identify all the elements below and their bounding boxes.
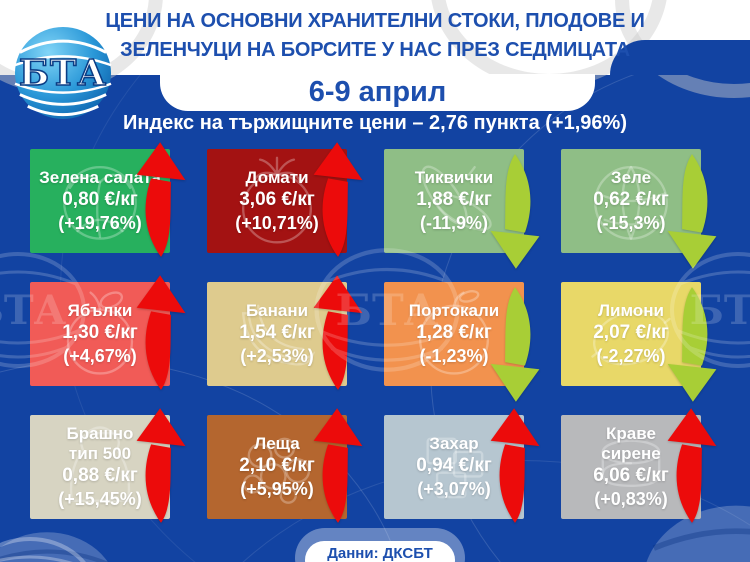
product-name: Зелена салата (39, 168, 161, 187)
card-sugar: Захар 0,94 €/кг (+3,07%) (384, 415, 524, 519)
card-apples: Ябълки 1,30 €/кг (+4,67%) (30, 282, 170, 386)
product-price: 1,88 €/кг (416, 189, 492, 210)
bta-watermark-bottom-left (0, 535, 100, 562)
product-price: 1,54 €/кг (239, 322, 315, 343)
product-name: Портокали (408, 301, 500, 320)
product-name: Брашно тип 500 (66, 424, 134, 463)
down-arrow-icon (487, 277, 543, 411)
up-arrow-icon (310, 402, 366, 530)
product-price: 0,94 €/кг (416, 455, 492, 476)
product-price: 2,07 €/кг (593, 322, 669, 343)
product-name: Краве сирене (601, 424, 661, 463)
up-arrow-icon (310, 136, 366, 264)
product-name: Леща (254, 434, 300, 453)
product-change: (-15,3%) (596, 213, 666, 233)
product-name: Захар (429, 434, 479, 453)
up-arrow-icon (133, 402, 189, 530)
logo-text: БТА (19, 53, 107, 94)
product-change: (+19,76%) (58, 213, 142, 233)
price-cards-grid: Зелена салата 0,80 €/кг (+19,76%) Домати… (30, 149, 701, 519)
card-flour: Брашно тип 500 0,88 €/кг (+15,45%) (30, 415, 170, 519)
product-change: (-11,9%) (419, 213, 489, 233)
product-name: Банани (245, 301, 309, 320)
product-change: (+4,67%) (63, 346, 137, 366)
bta-logo: БТА (12, 24, 114, 122)
up-arrow-icon (487, 402, 543, 530)
product-change: (-1,23%) (419, 346, 489, 366)
product-price: 6,06 €/кг (593, 465, 669, 486)
product-name: Зеле (610, 168, 652, 187)
down-arrow-icon (487, 144, 543, 278)
down-arrow-icon (664, 144, 720, 278)
card-tomatoes: Домати 3,06 €/кг (+10,71%) (207, 149, 347, 253)
card-cabbage: Зеле 0,62 €/кг (-15,3%) (561, 149, 701, 253)
product-price: 3,06 €/кг (239, 189, 315, 210)
card-lentils: Леща 2,10 €/кг (+5,95%) (207, 415, 347, 519)
product-price: 1,30 €/кг (62, 322, 138, 343)
page-title: ЦЕНИ НА ОСНОВНИ ХРАНИТЕЛНИ СТОКИ, ПЛОДОВ… (0, 7, 750, 65)
card-bananas: Банани 1,54 €/кг (+2,53%) (207, 282, 347, 386)
up-arrow-icon (664, 402, 720, 530)
source-badge: Данни: ДКСБТ (305, 541, 455, 562)
up-arrow-icon (133, 136, 189, 264)
card-zucchini: Тиквички 1,88 €/кг (-11,9%) (384, 149, 524, 253)
up-arrow-icon (133, 269, 189, 397)
product-change: (+2,53%) (240, 346, 314, 366)
card-lemons: Лимони 2,07 €/кг (-2,27%) (561, 282, 701, 386)
card-cheese: Краве сирене 6,06 €/кг (+0,83%) (561, 415, 701, 519)
source-text: Данни: ДКСБТ (327, 545, 433, 562)
product-name: Лимони (598, 301, 664, 320)
title-line1: ЦЕНИ НА ОСНОВНИ ХРАНИТЕЛНИ СТОКИ, ПЛОДОВ… (105, 10, 645, 32)
title-line2: ЗЕЛЕНЧУЦИ НА БОРСИТЕ У НАС ПРЕЗ СЕДМИЦАТ… (120, 39, 630, 61)
header-notch (610, 40, 750, 75)
product-price: 2,10 €/кг (239, 455, 315, 476)
card-oranges: Портокали 1,28 €/кг (-1,23%) (384, 282, 524, 386)
product-change: (+15,45%) (58, 489, 142, 509)
up-arrow-icon (310, 269, 366, 397)
product-change: (+3,07%) (417, 479, 491, 499)
globe-decoration-bottom-left (0, 528, 122, 562)
market-index-line: Индекс на тържищните цени – 2,76 пункта … (123, 112, 627, 134)
down-arrow-icon (664, 277, 720, 411)
card-green-salad: Зелена салата 0,80 €/кг (+19,76%) (30, 149, 170, 253)
product-name: Домати (245, 168, 309, 187)
product-price: 1,28 €/кг (416, 322, 492, 343)
date-tab (160, 74, 595, 111)
product-price: 0,80 €/кг (62, 189, 138, 210)
product-change: (-2,27%) (596, 346, 666, 366)
product-change: (+10,71%) (235, 213, 319, 233)
date-range: 6-9 април (308, 76, 447, 108)
product-price: 0,62 €/кг (593, 189, 669, 210)
product-name: Тиквички (414, 168, 494, 187)
product-change: (+5,95%) (240, 479, 314, 499)
product-name: Ябълки (67, 301, 133, 320)
product-price: 0,88 €/кг (62, 465, 138, 486)
